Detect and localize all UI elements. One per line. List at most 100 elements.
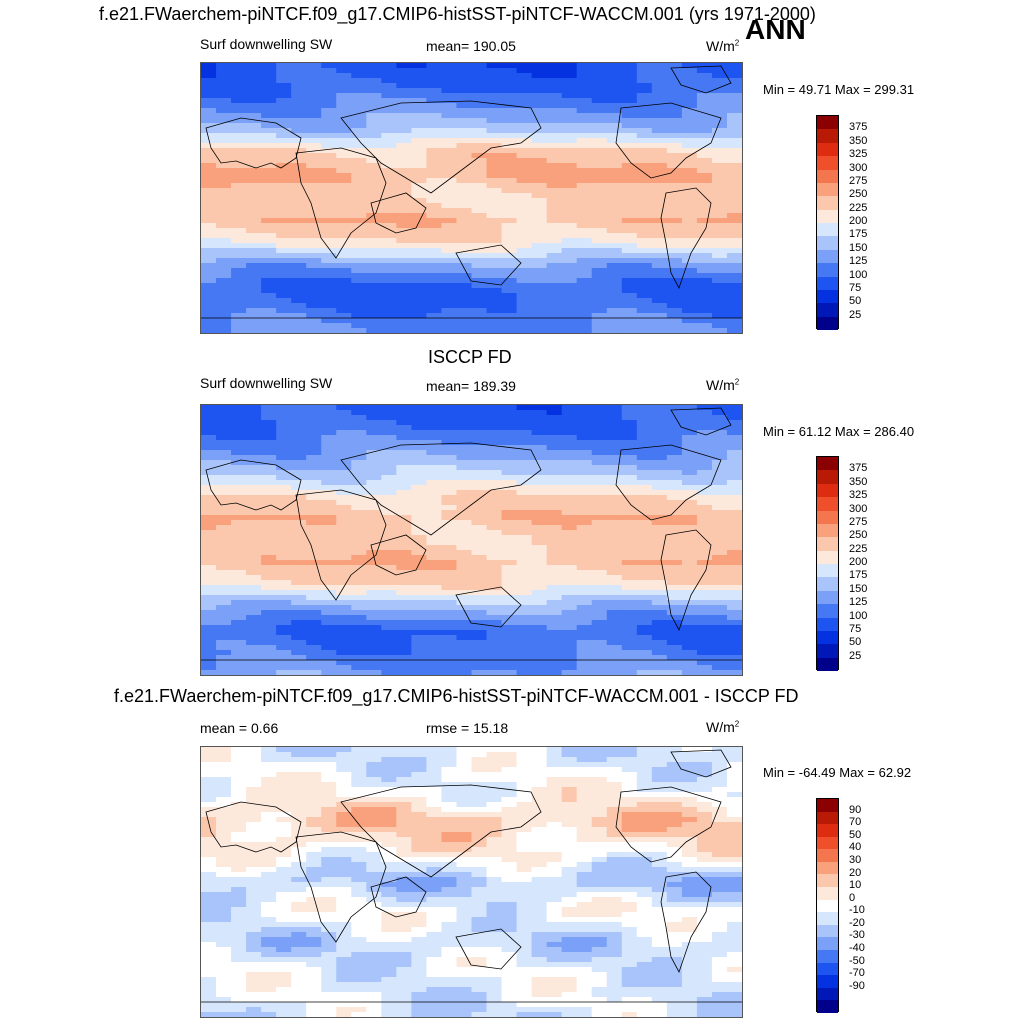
map-cell — [441, 857, 458, 863]
map-cell — [591, 228, 608, 234]
map-cell — [486, 817, 503, 823]
map-cell — [591, 792, 608, 798]
map-cell — [351, 213, 367, 219]
map-cell — [426, 827, 443, 833]
map-cell — [351, 308, 367, 314]
colorbar-swatch — [817, 116, 838, 130]
map-cell — [426, 787, 443, 793]
map-cell — [501, 660, 518, 666]
map-cell — [426, 293, 443, 299]
map-cell — [201, 188, 217, 194]
map-cell — [441, 133, 458, 139]
map-cell — [381, 595, 397, 601]
map-cell — [456, 762, 473, 768]
map-cell — [666, 520, 683, 526]
map-cell — [276, 108, 292, 114]
map-cell — [681, 63, 698, 69]
map-cell — [666, 128, 683, 134]
map-cell — [441, 118, 458, 124]
map-cell — [441, 178, 458, 184]
map-cell — [321, 787, 337, 793]
map-cell — [621, 298, 638, 304]
map-cell — [426, 560, 443, 566]
map-cell — [651, 158, 668, 164]
map-cell — [201, 495, 217, 501]
map-cell — [591, 510, 608, 516]
map-cell — [261, 183, 277, 189]
map-cell — [336, 193, 352, 199]
map-cell — [726, 575, 742, 581]
map-cell — [411, 318, 428, 324]
map-cell — [336, 103, 352, 109]
map-cell — [216, 73, 232, 79]
map-cell — [441, 827, 458, 833]
map-cell — [516, 465, 533, 471]
map-cell — [486, 153, 503, 159]
map-cell — [201, 630, 217, 636]
map-cell — [201, 168, 217, 174]
map-cell — [291, 148, 307, 154]
map-cell — [546, 635, 563, 641]
map-cell — [471, 425, 488, 431]
map-cell — [471, 757, 488, 763]
map-cell — [576, 233, 593, 239]
map-cell — [366, 610, 382, 616]
map-cell — [231, 108, 247, 114]
map-cell — [486, 133, 503, 139]
map-cell — [381, 213, 397, 219]
map-cell — [306, 203, 322, 209]
map-cell — [531, 505, 548, 511]
map-cell — [486, 98, 503, 104]
map-cell — [261, 273, 277, 279]
map-cell — [291, 243, 307, 249]
map-cell — [201, 787, 217, 793]
map-cell — [441, 108, 458, 114]
map-cell — [546, 123, 563, 129]
map-cell — [291, 505, 307, 511]
map-cell — [576, 535, 593, 541]
map-cell — [681, 208, 698, 214]
map-cell — [426, 535, 443, 541]
map-cell — [546, 188, 563, 194]
map-cell — [711, 757, 728, 763]
map-cell — [711, 535, 728, 541]
map-cell — [276, 610, 292, 616]
map-cell — [591, 670, 608, 675]
map-cell — [216, 273, 232, 279]
map-cell — [531, 243, 548, 249]
map-cell — [621, 128, 638, 134]
map-cell — [636, 88, 653, 94]
map-cell — [591, 500, 608, 506]
map-cell — [231, 665, 247, 671]
map-cell — [591, 862, 608, 868]
map-cell — [306, 817, 322, 823]
map-cell — [711, 78, 728, 84]
map-cell — [246, 183, 262, 189]
map-cell — [531, 193, 548, 199]
map-cell — [261, 323, 277, 329]
map-cell — [711, 630, 728, 636]
map-cell — [561, 410, 578, 416]
map-cell — [276, 268, 292, 274]
map-cell — [381, 650, 397, 656]
map-cell — [336, 298, 352, 304]
map-cell — [591, 807, 608, 813]
map-cell — [471, 505, 488, 511]
map-cell — [561, 600, 578, 606]
map-cell — [621, 660, 638, 666]
map-cell — [201, 93, 217, 99]
map-cell — [531, 535, 548, 541]
map-cell — [666, 103, 683, 109]
map-cell — [486, 213, 503, 219]
map-cell — [531, 318, 548, 324]
map-cell — [606, 565, 623, 571]
map-cell — [441, 313, 458, 319]
map-cell — [501, 308, 518, 314]
map-cell — [591, 747, 608, 753]
map-cell — [381, 782, 397, 788]
map-cell — [621, 792, 638, 798]
map-cell — [306, 842, 322, 848]
map-cell — [546, 515, 563, 521]
map-cell — [666, 435, 683, 441]
map-cell — [321, 650, 337, 656]
